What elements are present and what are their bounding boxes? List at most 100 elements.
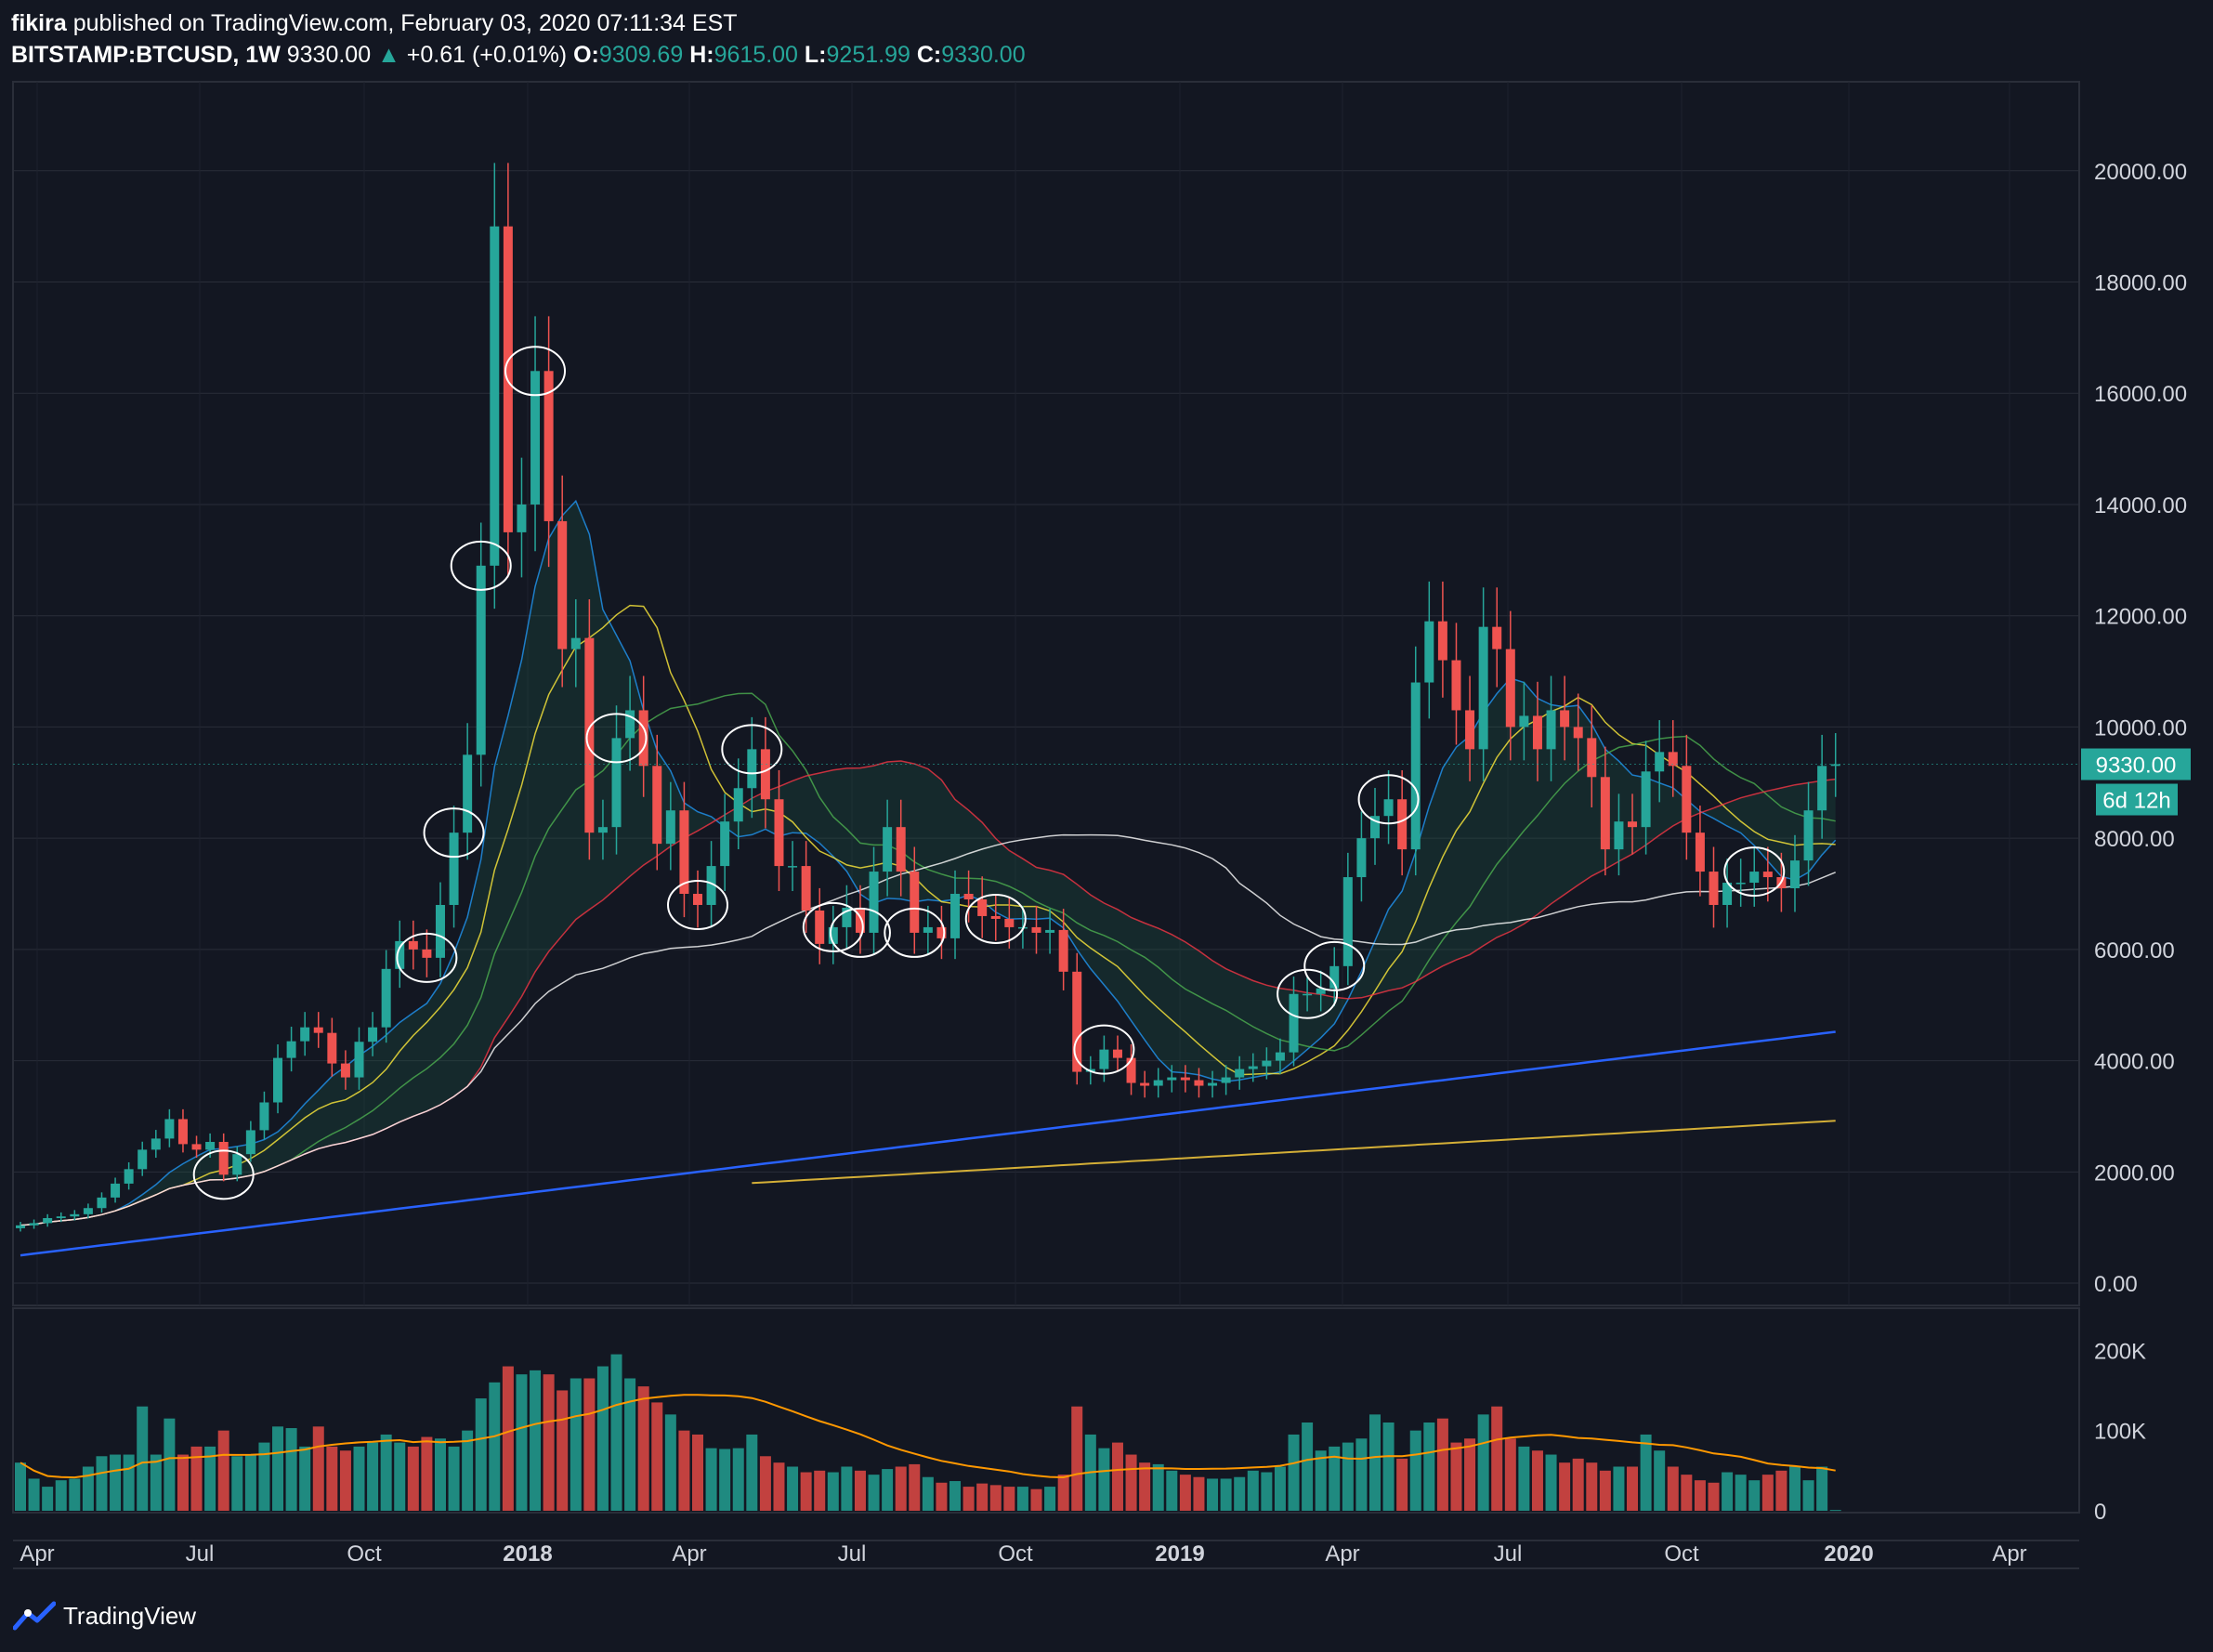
volume-bar xyxy=(664,1414,676,1511)
candle-body xyxy=(517,504,527,532)
candle-body xyxy=(1248,1066,1258,1069)
high-label: H: xyxy=(689,42,714,68)
candle-body xyxy=(273,1057,283,1103)
volume-bar xyxy=(1125,1454,1137,1511)
candle-body xyxy=(910,872,920,933)
publish-line: fikira published on TradingView.com, Feb… xyxy=(11,7,1026,39)
brand-name[interactable]: TradingView xyxy=(63,1601,197,1630)
low-label: L: xyxy=(804,42,827,68)
candle-body xyxy=(720,821,730,867)
candle-body xyxy=(733,788,743,822)
volume-bar xyxy=(976,1483,989,1511)
candle-body xyxy=(883,827,893,872)
annotation-ellipse xyxy=(964,893,1027,944)
candle-body xyxy=(1194,1080,1204,1086)
annotation-ellipse xyxy=(667,879,728,930)
annotation-ellipse xyxy=(396,932,458,983)
volume-bar xyxy=(1329,1446,1341,1511)
volume-bar xyxy=(42,1487,54,1511)
volume-bar xyxy=(516,1374,528,1511)
candle-body xyxy=(652,766,662,845)
volume-bar xyxy=(868,1475,880,1511)
time-tick-label: 2020 xyxy=(1824,1541,1873,1567)
volume-bar xyxy=(1098,1448,1110,1511)
volume-bar xyxy=(624,1378,636,1511)
volume-bar xyxy=(1788,1466,1801,1511)
candle-body xyxy=(896,827,906,872)
volume-bar xyxy=(1274,1466,1286,1511)
volume-bar xyxy=(1288,1434,1300,1511)
candle-body xyxy=(16,1225,25,1228)
volume-bar xyxy=(909,1463,921,1511)
volume-bar xyxy=(339,1450,351,1511)
candle-body xyxy=(83,1208,93,1214)
annotation-ellipse xyxy=(802,901,864,952)
candle-body xyxy=(1478,626,1488,750)
publish-info: published on TradingView.com, February 0… xyxy=(72,10,738,36)
volume-bar xyxy=(746,1434,758,1511)
candle-body xyxy=(313,1027,323,1033)
candle-body xyxy=(1709,872,1719,905)
symbol-label[interactable]: BITSTAMP:BTCUSD, 1W xyxy=(11,42,281,68)
volume-bar xyxy=(1193,1476,1205,1511)
volume-bar xyxy=(1423,1423,1435,1511)
candle-body xyxy=(923,926,933,933)
volume-bar xyxy=(732,1448,744,1511)
volume-bar xyxy=(1152,1463,1164,1511)
candle-body xyxy=(1112,1049,1122,1058)
volume-bar xyxy=(1464,1438,1476,1511)
candle-body xyxy=(1641,771,1651,828)
candle-body xyxy=(1532,715,1542,750)
candle-body xyxy=(1573,727,1583,739)
volume-bar xyxy=(1640,1434,1652,1511)
time-tick-label: 2018 xyxy=(503,1541,552,1567)
candle-body xyxy=(1682,766,1692,833)
volume-bar xyxy=(421,1436,433,1511)
candle-body xyxy=(1329,965,1340,989)
candle-body xyxy=(1397,799,1408,850)
ema-line xyxy=(20,833,1836,1226)
volume-bar xyxy=(1735,1475,1747,1511)
price-tick-label: 18000.00 xyxy=(2094,271,2187,296)
candle-body xyxy=(815,910,825,944)
volume-bar xyxy=(1139,1462,1151,1511)
volume-pane-border xyxy=(12,1307,2080,1514)
price-tag: 9330.00 xyxy=(2096,754,2177,779)
volume-bar xyxy=(1302,1423,1314,1511)
volume-bar xyxy=(1111,1442,1123,1511)
volume-bar xyxy=(258,1442,270,1511)
time-tick-label: Oct xyxy=(998,1541,1033,1567)
volume-bar xyxy=(773,1462,785,1511)
candle-body xyxy=(56,1216,66,1219)
candle-body xyxy=(137,1149,148,1170)
time-tick-label: Oct xyxy=(1664,1541,1699,1567)
volume-bar xyxy=(637,1386,649,1511)
annotation-ellipse xyxy=(585,713,648,764)
volume-bar xyxy=(1491,1406,1503,1511)
annotation-ellipse xyxy=(423,807,485,859)
candle-body xyxy=(218,1142,229,1175)
volume-bar xyxy=(530,1370,542,1511)
candle-body xyxy=(801,866,811,911)
volume-bar xyxy=(15,1462,26,1511)
candle-body xyxy=(1058,929,1068,972)
volume-ma-line xyxy=(20,1394,1836,1479)
volume-bar xyxy=(299,1446,311,1511)
volume-bar xyxy=(407,1446,419,1511)
candle-body xyxy=(1153,1080,1163,1086)
volume-bar xyxy=(164,1418,176,1511)
candle-body xyxy=(177,1119,188,1145)
volume-bar xyxy=(949,1481,962,1511)
volume-bar xyxy=(1234,1476,1246,1511)
long-sma-line xyxy=(20,1030,1836,1257)
candle-body xyxy=(977,898,988,916)
candle-body xyxy=(1126,1057,1136,1083)
volume-bar xyxy=(502,1366,514,1511)
candle-body xyxy=(1749,872,1760,884)
author-name[interactable]: fikira xyxy=(11,10,67,36)
long-sma-line xyxy=(752,1120,1836,1185)
candle-body xyxy=(1072,971,1082,1072)
volume-bar xyxy=(190,1446,203,1511)
time-tick-label: Apr xyxy=(20,1541,54,1567)
